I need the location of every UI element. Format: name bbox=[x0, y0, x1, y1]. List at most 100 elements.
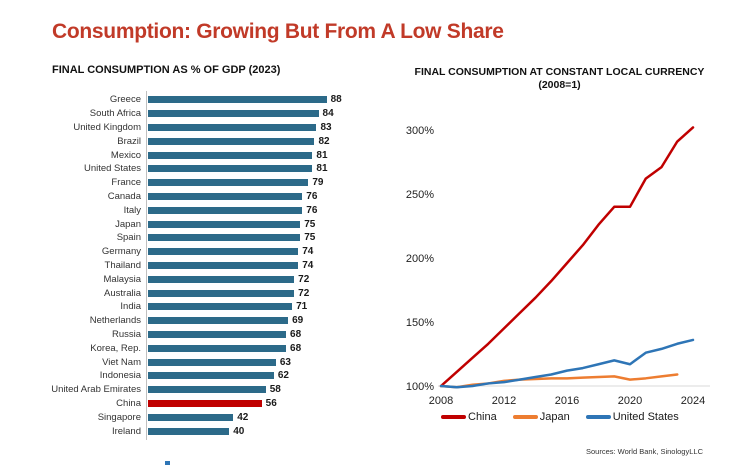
bar-row: Netherlands 69 bbox=[45, 314, 375, 328]
legend-color-dash bbox=[441, 415, 466, 419]
bar-track: 71 bbox=[146, 301, 307, 312]
bar-value-label: 72 bbox=[298, 273, 310, 285]
y-tick-label: 300% bbox=[406, 125, 434, 137]
bar-category-label: Thailand bbox=[104, 259, 141, 271]
bar-value-label: 76 bbox=[306, 190, 318, 202]
legend-item-united-states: United States bbox=[585, 411, 679, 423]
bar-track: 88 bbox=[146, 94, 342, 105]
bar bbox=[148, 344, 287, 352]
x-tick-label: 2008 bbox=[429, 395, 453, 407]
bar-row: Italy 76 bbox=[45, 203, 375, 217]
bar bbox=[148, 165, 313, 173]
bar-category-label: United Arab Emirates bbox=[51, 384, 141, 396]
legend-item-china: China bbox=[441, 411, 497, 423]
bar-value-label: 74 bbox=[302, 246, 314, 258]
bar-row: Singapore 42 bbox=[45, 410, 375, 424]
bar-category-label: Russia bbox=[111, 328, 141, 340]
bar-category-label: France bbox=[111, 177, 141, 189]
bar-track: 82 bbox=[146, 136, 330, 147]
bar-value-label: 75 bbox=[304, 218, 316, 230]
legend-item-japan: Japan bbox=[512, 411, 570, 423]
bar-track: 81 bbox=[146, 150, 328, 161]
bar bbox=[148, 427, 230, 435]
bar-track: 42 bbox=[146, 412, 248, 423]
bar-category-label: China bbox=[116, 397, 141, 409]
series-line-united-states bbox=[439, 338, 695, 389]
y-tick-label: 100% bbox=[406, 381, 434, 393]
bar-row: Russia 68 bbox=[45, 328, 375, 342]
bar-category-label: Ireland bbox=[111, 425, 141, 437]
bar bbox=[148, 372, 274, 380]
x-tick-label: 2020 bbox=[618, 395, 642, 407]
bar-value-label: 81 bbox=[316, 163, 328, 175]
bar-value-label: 62 bbox=[277, 370, 289, 382]
bar-value-label: 68 bbox=[290, 342, 302, 354]
bar-track: 58 bbox=[146, 384, 281, 395]
bar-category-label: Viet Nam bbox=[102, 356, 141, 368]
bar-category-label: United States bbox=[83, 163, 141, 175]
bar-row: Brazil 82 bbox=[45, 134, 375, 148]
bar-category-label: Germany bbox=[101, 246, 141, 258]
bar bbox=[148, 317, 289, 325]
bar-category-label: Singapore bbox=[97, 411, 141, 423]
bar bbox=[148, 96, 327, 104]
legend-label: China bbox=[468, 411, 497, 423]
bar-track: 79 bbox=[146, 177, 323, 188]
bar-category-label: Brazil bbox=[117, 135, 141, 147]
bar-value-label: 42 bbox=[237, 411, 249, 423]
line-chart: 100% 150% 200% 250% 300% 2008 2012 2016 2020 2024 bbox=[406, 125, 710, 407]
bar-row: Indonesia 62 bbox=[45, 369, 375, 383]
bar-row: Canada 76 bbox=[45, 190, 375, 204]
bar-chart-title: FINAL CONSUMPTION AS % OF GDP (2023) bbox=[52, 64, 281, 76]
bar-value-label: 68 bbox=[290, 328, 302, 340]
bar-row: United Arab Emirates 58 bbox=[45, 383, 375, 397]
bar-value-label: 82 bbox=[318, 135, 330, 147]
bar-category-label: United Kingdom bbox=[73, 121, 141, 133]
bar-category-label: South Africa bbox=[89, 108, 141, 120]
bar-track: 68 bbox=[146, 343, 301, 354]
bar-category-label: Italy bbox=[123, 204, 141, 216]
bar-track: 63 bbox=[146, 357, 291, 368]
x-tick-label: 2016 bbox=[555, 395, 579, 407]
bar-value-label: 58 bbox=[269, 384, 281, 396]
bar-row: Mexico 81 bbox=[45, 148, 375, 162]
bar-track: 62 bbox=[146, 370, 289, 381]
bar bbox=[148, 151, 313, 159]
bar-row: Germany 74 bbox=[45, 245, 375, 259]
bar-track: 72 bbox=[146, 274, 309, 285]
y-tick-label: 250% bbox=[406, 189, 434, 201]
bar-row: India 71 bbox=[45, 300, 375, 314]
bar bbox=[148, 192, 303, 200]
bar-value-label: 75 bbox=[304, 232, 316, 244]
bar-category-label: Canada bbox=[107, 190, 141, 202]
bar bbox=[148, 399, 262, 407]
bar bbox=[148, 123, 317, 131]
legend-label: United States bbox=[612, 411, 679, 423]
bar-track: 75 bbox=[146, 232, 315, 243]
bar-track: 68 bbox=[146, 329, 301, 340]
bar-row: United Kingdom 83 bbox=[45, 121, 375, 135]
x-tick-label: 2024 bbox=[681, 395, 705, 407]
bar bbox=[148, 386, 266, 394]
bar-value-label: 83 bbox=[320, 121, 332, 133]
bar-value-label: 84 bbox=[322, 108, 334, 120]
bar-value-label: 88 bbox=[330, 94, 342, 106]
bar bbox=[148, 303, 293, 311]
bar-category-label: Mexico bbox=[110, 149, 141, 161]
bar-category-label: Japan bbox=[115, 218, 141, 230]
bar-track: 72 bbox=[146, 288, 309, 299]
bar-track: 83 bbox=[146, 122, 332, 133]
bar-row: United States 81 bbox=[45, 162, 375, 176]
bar-row: Spain 75 bbox=[45, 231, 375, 245]
bar-category-label: Malaysia bbox=[103, 273, 142, 285]
bar-track: 74 bbox=[146, 260, 313, 271]
page-title: Consumption: Growing But From A Low Shar… bbox=[52, 20, 504, 43]
bar bbox=[148, 261, 299, 269]
bar-value-label: 81 bbox=[316, 149, 328, 161]
bar bbox=[148, 330, 287, 338]
bar bbox=[148, 234, 301, 242]
bar bbox=[148, 275, 295, 283]
bar bbox=[148, 110, 319, 118]
bar-row: Greece 88 bbox=[45, 93, 375, 107]
